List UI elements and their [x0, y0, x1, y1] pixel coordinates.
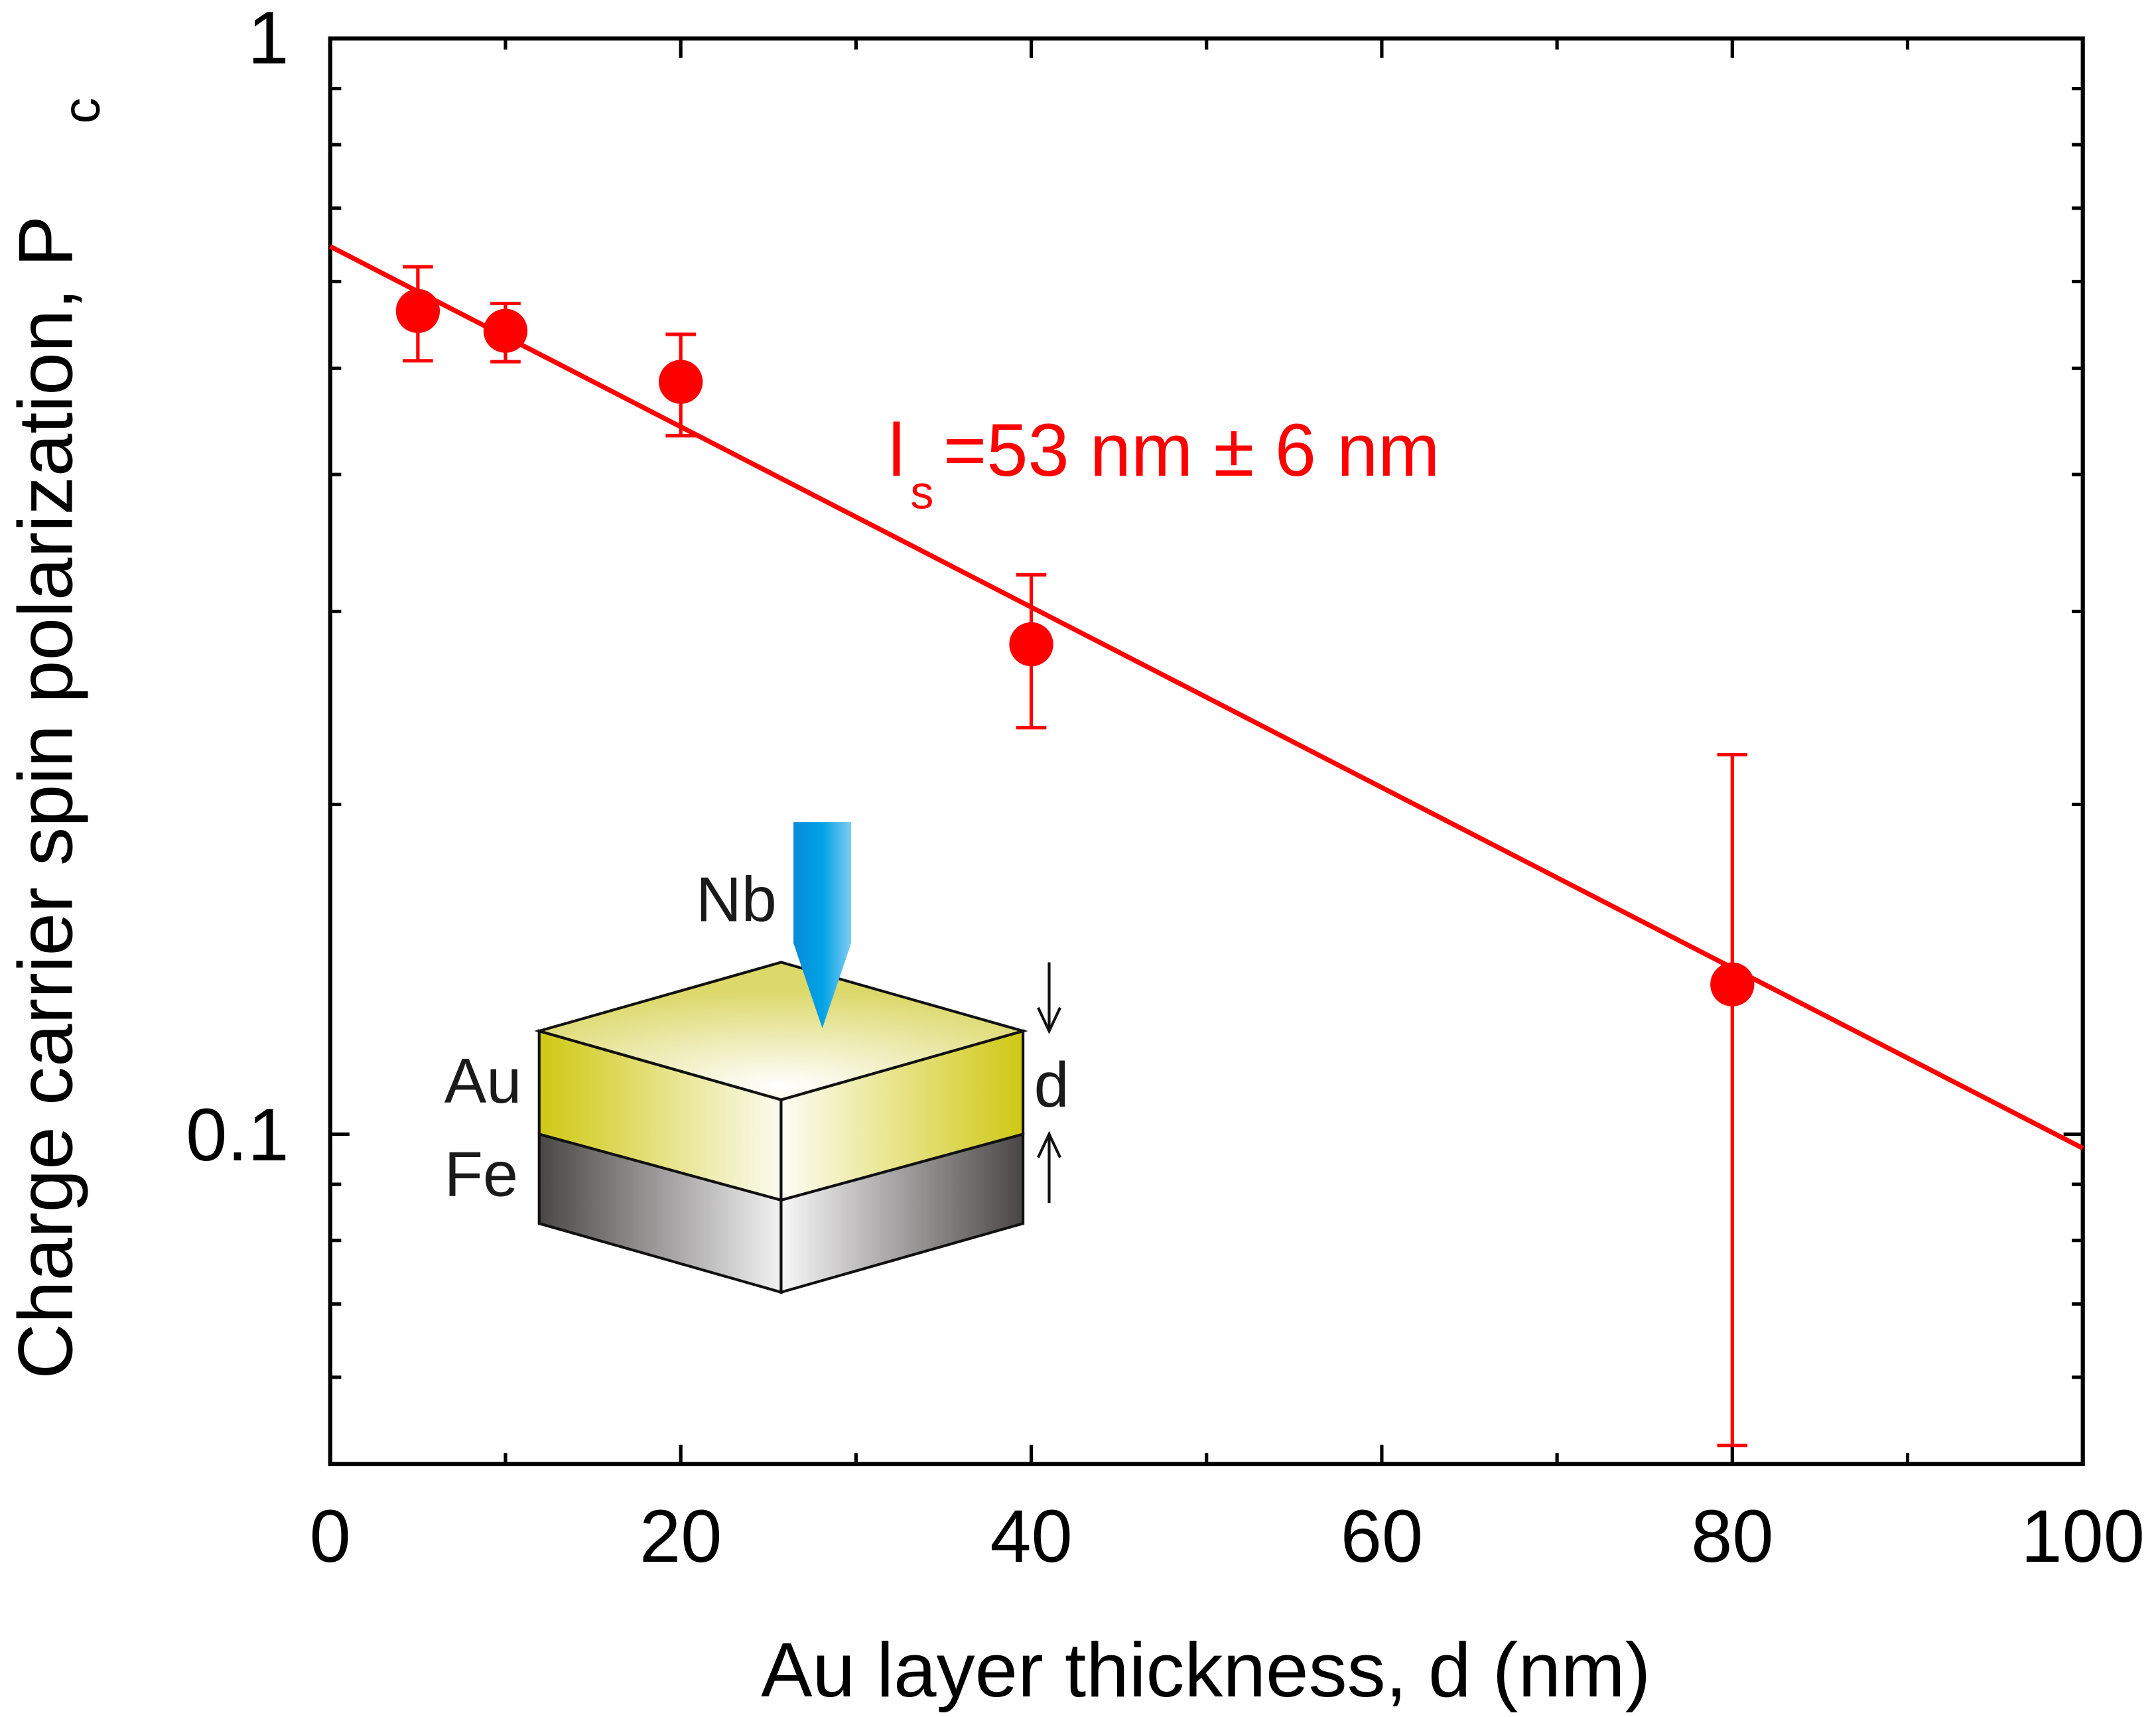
data-point	[395, 289, 440, 333]
y-axis-title-subscript: c	[52, 98, 111, 123]
nb-tip-icon	[793, 822, 852, 1028]
inset-label-nb: Nb	[696, 864, 777, 935]
fit-line	[329, 244, 2084, 1150]
data-point	[1009, 622, 1053, 667]
x-tick-label: 60	[1341, 1495, 1423, 1578]
x-tick-label: 40	[990, 1495, 1072, 1578]
y-tick-label-0.1: 0.1	[186, 1093, 289, 1176]
annotation-l: l	[888, 409, 905, 492]
x-tick-label: 20	[640, 1495, 722, 1578]
x-tick-label: 100	[2021, 1495, 2145, 1578]
fit-annotation: l s =53 nm ± 6 nm	[888, 409, 1440, 519]
annotation-subscript: s	[910, 466, 933, 519]
data-point	[483, 309, 528, 353]
y-axis-title: Charge carrier spin polarization, P c	[2, 98, 110, 1379]
plot-frame	[328, 36, 2085, 1466]
inset-label-fe: Fe	[444, 1140, 518, 1210]
annotation-value: =53 nm ± 6 nm	[943, 409, 1440, 492]
data-point	[659, 360, 703, 404]
x-axis-title: Au layer thickness, d (nm)	[761, 1627, 1651, 1713]
au-layer-top	[534, 961, 1028, 1101]
inset-label-au: Au	[444, 1046, 522, 1117]
data-marks	[329, 244, 2084, 1448]
y-axis-title-main: Charge carrier spin polarization, P	[2, 216, 88, 1379]
data-point	[1710, 962, 1755, 1006]
inset-diagram	[534, 822, 1061, 1294]
inset-label-d: d	[1034, 1050, 1069, 1121]
svg-text:Charge carrier spin polarizati: Charge carrier spin polarization, P	[2, 216, 88, 1379]
x-tick-label: 80	[1691, 1495, 1773, 1578]
axes	[328, 36, 2085, 1466]
x-tick-label: 0	[310, 1495, 351, 1578]
y-tick-label-1: 1	[247, 0, 289, 79]
